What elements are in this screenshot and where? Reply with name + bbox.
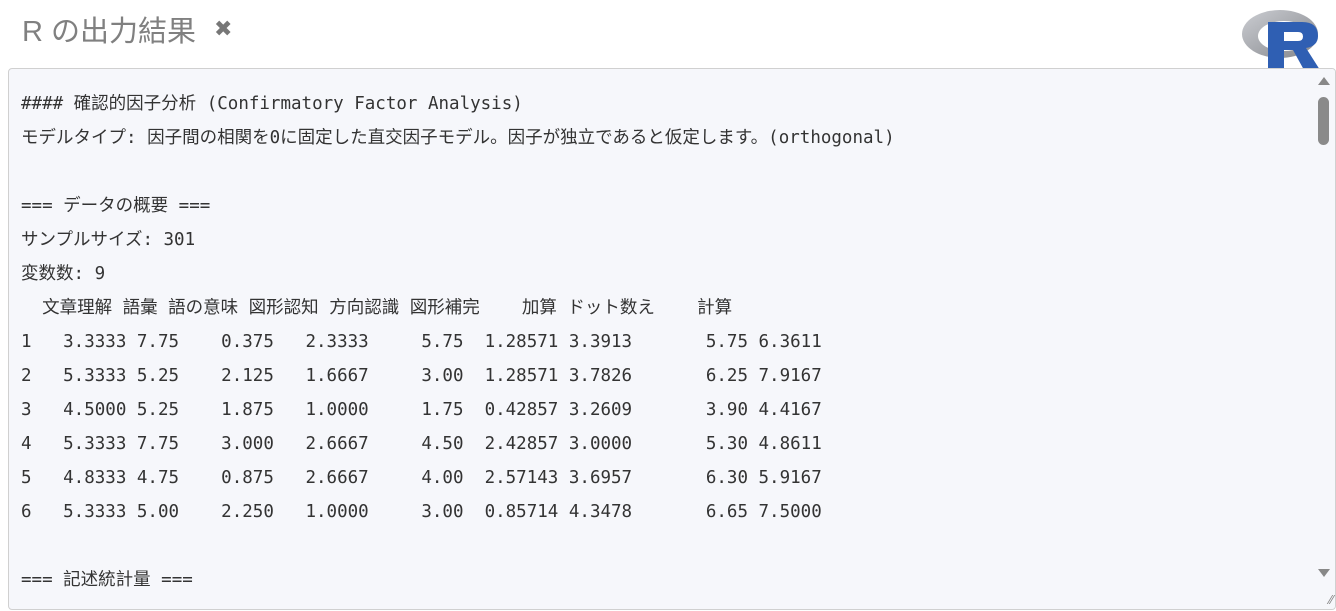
output-title-bar: R の出力結果 ✖ (22, 8, 232, 50)
table-row: 4 5.3333 7.75 3.000 2.6667 4.50 2.42857 … (21, 434, 822, 454)
output-line: #### 確認的因子分析 (Confirmatory Factor Analys… (21, 94, 523, 114)
output-line: === データの概要 === (21, 196, 211, 216)
table-row: 3 4.5000 5.25 1.875 1.0000 1.75 0.42857 … (21, 400, 822, 420)
table-row: 2 5.3333 5.25 2.125 1.6667 3.00 1.28571 … (21, 366, 822, 386)
scroll-up-icon[interactable] (1318, 77, 1330, 85)
output-line: === 記述統計量 === (21, 570, 193, 590)
page-title: R の出力結果 (22, 16, 197, 48)
scroll-down-icon[interactable] (1318, 569, 1330, 577)
scrollbar-thumb[interactable] (1318, 97, 1329, 145)
resize-handle-icon[interactable]: ⁄⁄ (1328, 593, 1333, 607)
output-line: モデルタイプ: 因子間の相関を0に固定した直交因子モデル。因子が独立であると仮定… (21, 128, 895, 148)
output-line: 変数数: 9 (21, 264, 106, 284)
table-row: 6 5.3333 5.00 2.250 1.0000 3.00 0.85714 … (21, 502, 822, 522)
table-row: 5 4.8333 4.75 0.875 2.6667 4.00 2.57143 … (21, 468, 822, 488)
table-row: 1 3.3333 7.75 0.375 2.3333 5.75 1.28571 … (21, 332, 822, 352)
output-line: サンプルサイズ: 301 (21, 230, 196, 250)
r-logo (1242, 10, 1320, 70)
vertical-scrollbar[interactable] (1313, 69, 1335, 609)
r-output-textarea[interactable]: #### 確認的因子分析 (Confirmatory Factor Analys… (8, 68, 1336, 610)
table-header: 文章理解 語彙 語の意味 図形認知 方向認識 図形補完 加算 ドット数え 計算 (21, 298, 733, 318)
close-icon[interactable]: ✖ (214, 16, 233, 41)
output-text: #### 確認的因子分析 (Confirmatory Factor Analys… (21, 87, 895, 597)
